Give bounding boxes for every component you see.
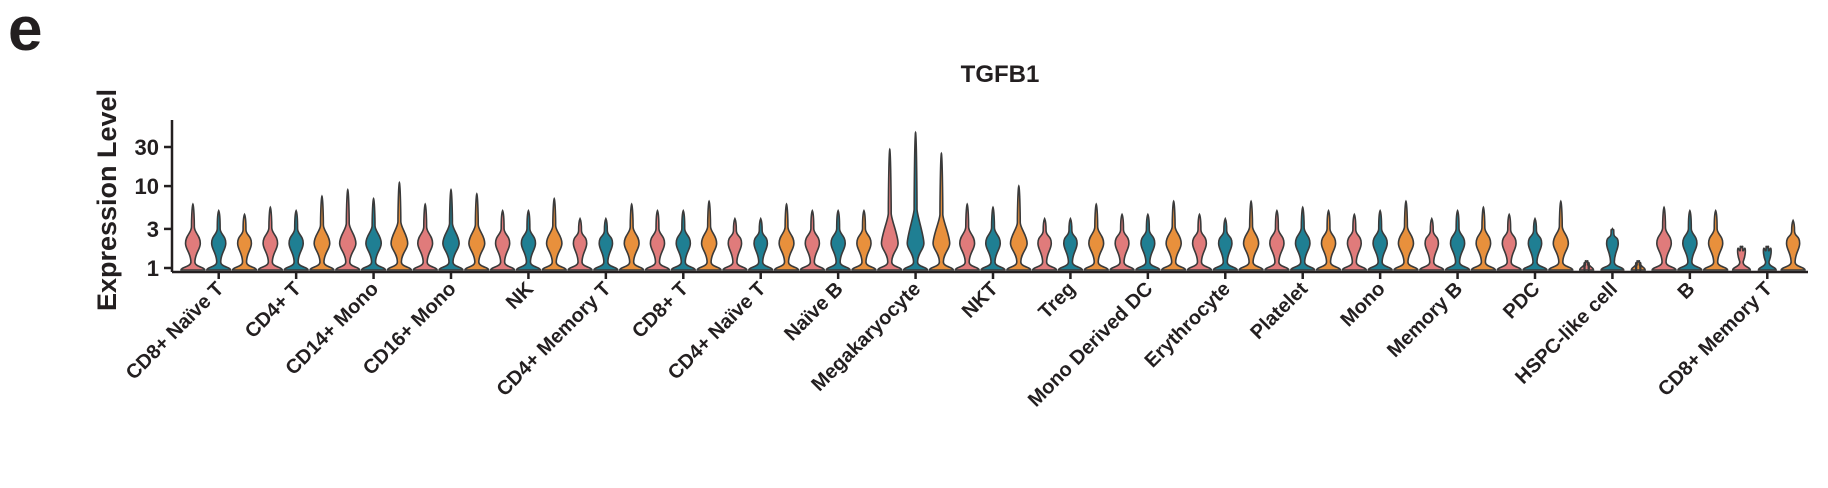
violin-group1 [954,202,980,271]
violin-marks [180,130,1806,272]
violin-group1 [1186,212,1213,271]
violin-group3 [231,212,258,271]
violin-group1 [335,188,361,271]
violin-group1 [567,216,593,271]
violin-group2 [1367,208,1393,271]
violin-group2 [438,188,464,271]
violin-group2 [902,130,929,271]
violin-group1 [1031,216,1058,271]
violin-group3 [696,199,722,271]
violin-group1 [877,147,903,271]
violin-group2 [1522,216,1548,271]
x-tick-label: NKT [958,278,1003,323]
x-tick-label: CD8+ Memory T [1654,278,1777,401]
violin-group1 [489,208,516,271]
x-tick-label: PDC [1499,278,1544,323]
chart-title: TGFB1 [961,61,1040,88]
violin-group3 [1630,259,1646,272]
violin-group1 [722,216,748,271]
violin-group3 [541,196,567,271]
violin-group2 [1135,212,1161,271]
violin-group3 [1315,208,1342,271]
violin-group3 [851,208,877,271]
violin-group1 [1419,216,1445,271]
x-tick-label: NK [502,278,538,314]
y-axis-label: Expression Level [92,89,122,311]
y-tick-label: 1 [147,256,159,281]
violin-group1 [1264,208,1290,271]
violin-group2 [206,208,232,271]
violin-group1 [1341,212,1368,271]
y-tick-label: 30 [135,135,159,160]
y-tick-label: 3 [147,217,159,242]
violin-group1 [1578,259,1595,272]
violin-group3 [928,151,955,271]
violin-group3 [1548,199,1574,271]
panel-letter: e [8,0,43,64]
violin-group1 [799,208,826,271]
violin-group1 [1496,212,1522,271]
violin-group3 [1470,205,1497,271]
x-tick-label: Memory B [1383,278,1467,362]
x-tick-label: Mono [1336,278,1389,331]
violin-group3 [464,192,490,271]
violin-group2 [980,205,1006,271]
violin-group2 [825,208,851,271]
violin-group3 [1006,184,1032,271]
violin-group2 [670,208,696,271]
y-axis-ticks: 1 3 10 30 [135,135,172,281]
violin-group1 [257,205,284,271]
y-tick-label: 10 [135,174,159,199]
violin-group2 [748,216,774,271]
x-tick-label: Platelet [1246,278,1312,344]
violin-group2 [1677,208,1703,271]
violin-group1 [1731,245,1752,271]
x-tick-label: Naïve B [780,278,847,345]
violin-group2 [1057,216,1084,271]
violin-group3 [1393,199,1419,271]
violin-group3 [1160,199,1187,271]
violin-group2 [283,208,309,271]
violin-group3 [386,180,413,271]
violin-group3 [1083,202,1109,271]
violin-group3 [618,202,645,271]
violin-group2 [1290,205,1316,271]
x-tick-label: B [1674,278,1700,304]
x-tick-label: Treg [1035,278,1080,323]
violin-group1 [412,202,438,271]
violin-group3 [1702,208,1729,271]
violin-group2 [1444,208,1471,271]
violin-group2 [515,208,542,271]
x-tick-label: CD8+ Naïve T [122,278,228,384]
violin-group3 [1238,199,1264,271]
violin-group1 [1651,205,1677,271]
violin-group2 [1600,227,1625,271]
violin-group2 [593,216,619,271]
x-tick-label: CD8+ T [628,278,693,343]
violin-group2 [1212,216,1238,271]
violin-group2 [1757,245,1777,271]
violin-group2 [360,196,387,271]
violin-group1 [1109,212,1135,271]
violin-group3 [773,202,800,271]
violin-group1 [644,208,671,271]
x-tick-label: CD4+ T [241,278,306,343]
violin-group1 [180,202,206,271]
violin-group3 [309,194,335,271]
violin-group3 [1780,218,1806,271]
